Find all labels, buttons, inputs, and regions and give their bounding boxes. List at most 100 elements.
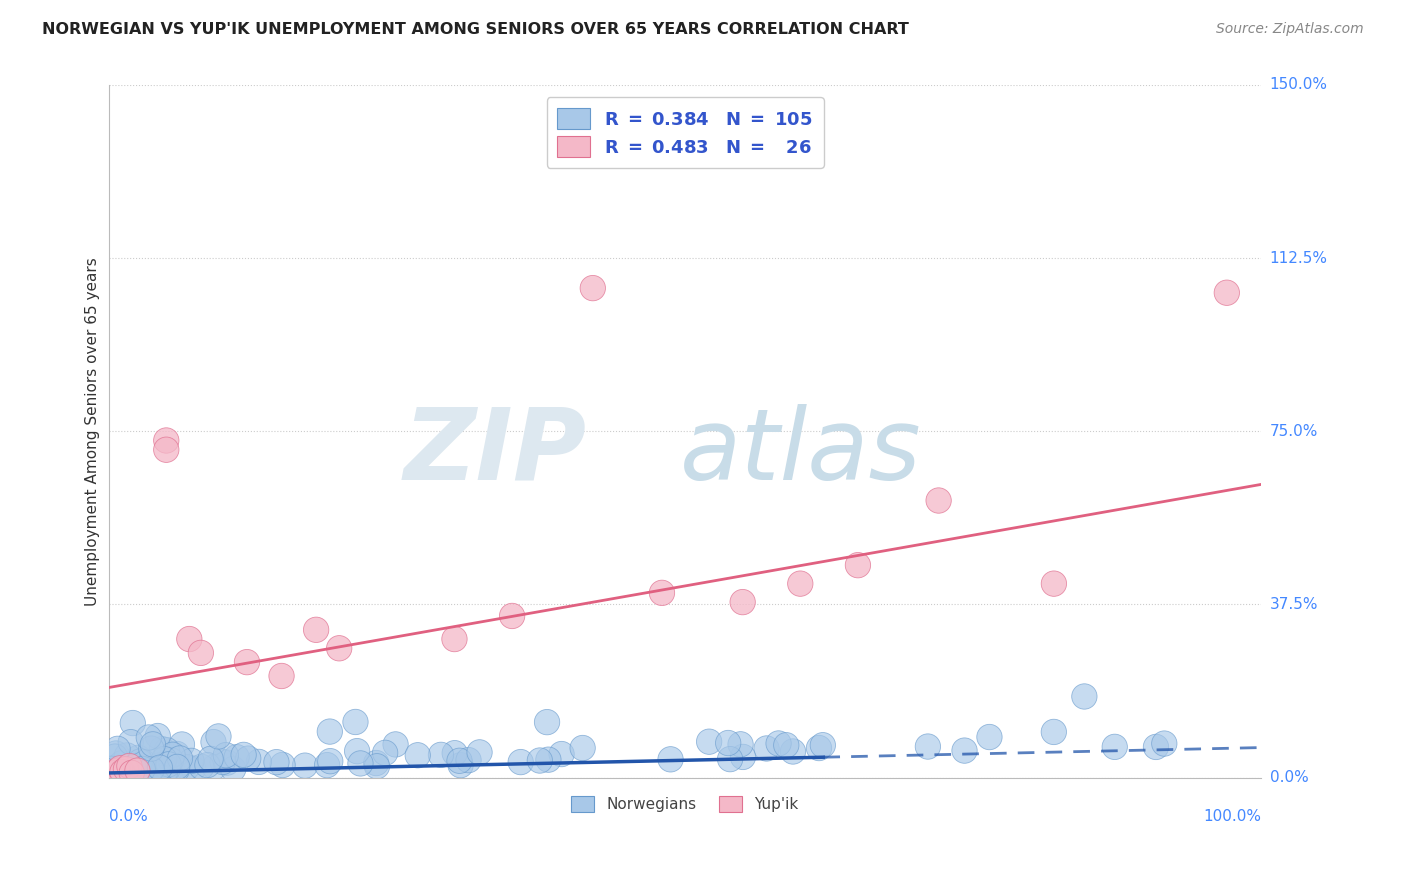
Ellipse shape: [139, 736, 165, 761]
Ellipse shape: [405, 742, 430, 768]
Ellipse shape: [165, 741, 190, 766]
Ellipse shape: [382, 731, 408, 757]
Ellipse shape: [141, 731, 166, 757]
Ellipse shape: [152, 747, 177, 772]
Ellipse shape: [429, 742, 454, 768]
Ellipse shape: [315, 753, 340, 778]
Ellipse shape: [125, 745, 150, 771]
Ellipse shape: [548, 741, 574, 767]
Text: NORWEGIAN VS YUP'IK UNEMPLOYMENT AMONG SENIORS OVER 65 YEARS CORRELATION CHART: NORWEGIAN VS YUP'IK UNEMPLOYMENT AMONG S…: [42, 22, 910, 37]
Ellipse shape: [121, 754, 146, 779]
Ellipse shape: [180, 756, 205, 781]
Ellipse shape: [264, 749, 290, 775]
Ellipse shape: [198, 747, 224, 772]
Ellipse shape: [131, 749, 156, 775]
Ellipse shape: [156, 752, 181, 777]
Ellipse shape: [373, 740, 398, 765]
Ellipse shape: [1143, 734, 1168, 760]
Ellipse shape: [780, 739, 806, 764]
Y-axis label: Unemployment Among Seniors over 65 years: Unemployment Among Seniors over 65 years: [86, 257, 100, 606]
Ellipse shape: [145, 723, 170, 748]
Ellipse shape: [174, 755, 200, 780]
Ellipse shape: [117, 754, 142, 779]
Ellipse shape: [103, 740, 128, 766]
Ellipse shape: [110, 759, 135, 785]
Ellipse shape: [915, 734, 941, 759]
Ellipse shape: [114, 756, 139, 782]
Ellipse shape: [110, 750, 135, 776]
Ellipse shape: [205, 723, 231, 749]
Ellipse shape: [188, 754, 214, 780]
Ellipse shape: [101, 756, 127, 781]
Ellipse shape: [188, 640, 214, 665]
Ellipse shape: [347, 751, 373, 776]
Text: Source: ZipAtlas.com: Source: ZipAtlas.com: [1216, 22, 1364, 37]
Ellipse shape: [215, 750, 240, 775]
Ellipse shape: [128, 749, 153, 774]
Text: 150.0%: 150.0%: [1270, 78, 1327, 93]
Ellipse shape: [447, 748, 472, 773]
Ellipse shape: [534, 709, 560, 735]
Ellipse shape: [139, 756, 165, 782]
Ellipse shape: [165, 755, 190, 780]
Ellipse shape: [167, 746, 193, 772]
Ellipse shape: [169, 731, 194, 757]
Ellipse shape: [209, 749, 235, 774]
Ellipse shape: [125, 758, 150, 783]
Ellipse shape: [1042, 571, 1067, 597]
Ellipse shape: [810, 732, 835, 758]
Ellipse shape: [105, 758, 131, 783]
Ellipse shape: [730, 744, 755, 770]
Ellipse shape: [114, 743, 139, 768]
Ellipse shape: [977, 724, 1002, 750]
Ellipse shape: [364, 754, 389, 779]
Ellipse shape: [344, 739, 370, 764]
Ellipse shape: [125, 758, 150, 783]
Ellipse shape: [364, 750, 389, 776]
Ellipse shape: [696, 729, 721, 755]
Ellipse shape: [103, 744, 128, 769]
Ellipse shape: [129, 756, 156, 781]
Ellipse shape: [569, 735, 595, 761]
Ellipse shape: [1042, 719, 1067, 745]
Ellipse shape: [177, 626, 202, 652]
Ellipse shape: [221, 756, 246, 781]
Ellipse shape: [650, 580, 675, 606]
Ellipse shape: [179, 748, 204, 773]
Ellipse shape: [441, 626, 467, 652]
Ellipse shape: [155, 756, 180, 781]
Ellipse shape: [766, 731, 792, 756]
Ellipse shape: [153, 758, 179, 784]
Ellipse shape: [153, 437, 179, 462]
Ellipse shape: [658, 747, 683, 772]
Ellipse shape: [1102, 734, 1128, 760]
Ellipse shape: [269, 664, 294, 689]
Ellipse shape: [536, 747, 561, 772]
Ellipse shape: [456, 747, 481, 772]
Ellipse shape: [160, 742, 186, 767]
Ellipse shape: [806, 735, 832, 761]
Ellipse shape: [149, 737, 174, 762]
Ellipse shape: [754, 736, 779, 761]
Text: ZIP: ZIP: [404, 403, 588, 500]
Ellipse shape: [927, 488, 952, 513]
Ellipse shape: [304, 617, 329, 642]
Ellipse shape: [441, 740, 467, 766]
Ellipse shape: [153, 428, 179, 453]
Text: 75.0%: 75.0%: [1270, 424, 1317, 439]
Ellipse shape: [152, 759, 177, 784]
Ellipse shape: [449, 753, 474, 778]
Ellipse shape: [326, 636, 352, 661]
Ellipse shape: [508, 749, 533, 775]
Ellipse shape: [214, 742, 239, 768]
Legend: Norwegians, Yup'ik: Norwegians, Yup'ik: [565, 790, 804, 819]
Ellipse shape: [98, 756, 124, 781]
Ellipse shape: [730, 590, 755, 615]
Ellipse shape: [236, 746, 262, 772]
Ellipse shape: [1215, 280, 1240, 305]
Ellipse shape: [343, 709, 368, 735]
Ellipse shape: [145, 759, 170, 784]
Ellipse shape: [120, 710, 145, 736]
Ellipse shape: [165, 756, 190, 782]
Ellipse shape: [845, 552, 870, 578]
